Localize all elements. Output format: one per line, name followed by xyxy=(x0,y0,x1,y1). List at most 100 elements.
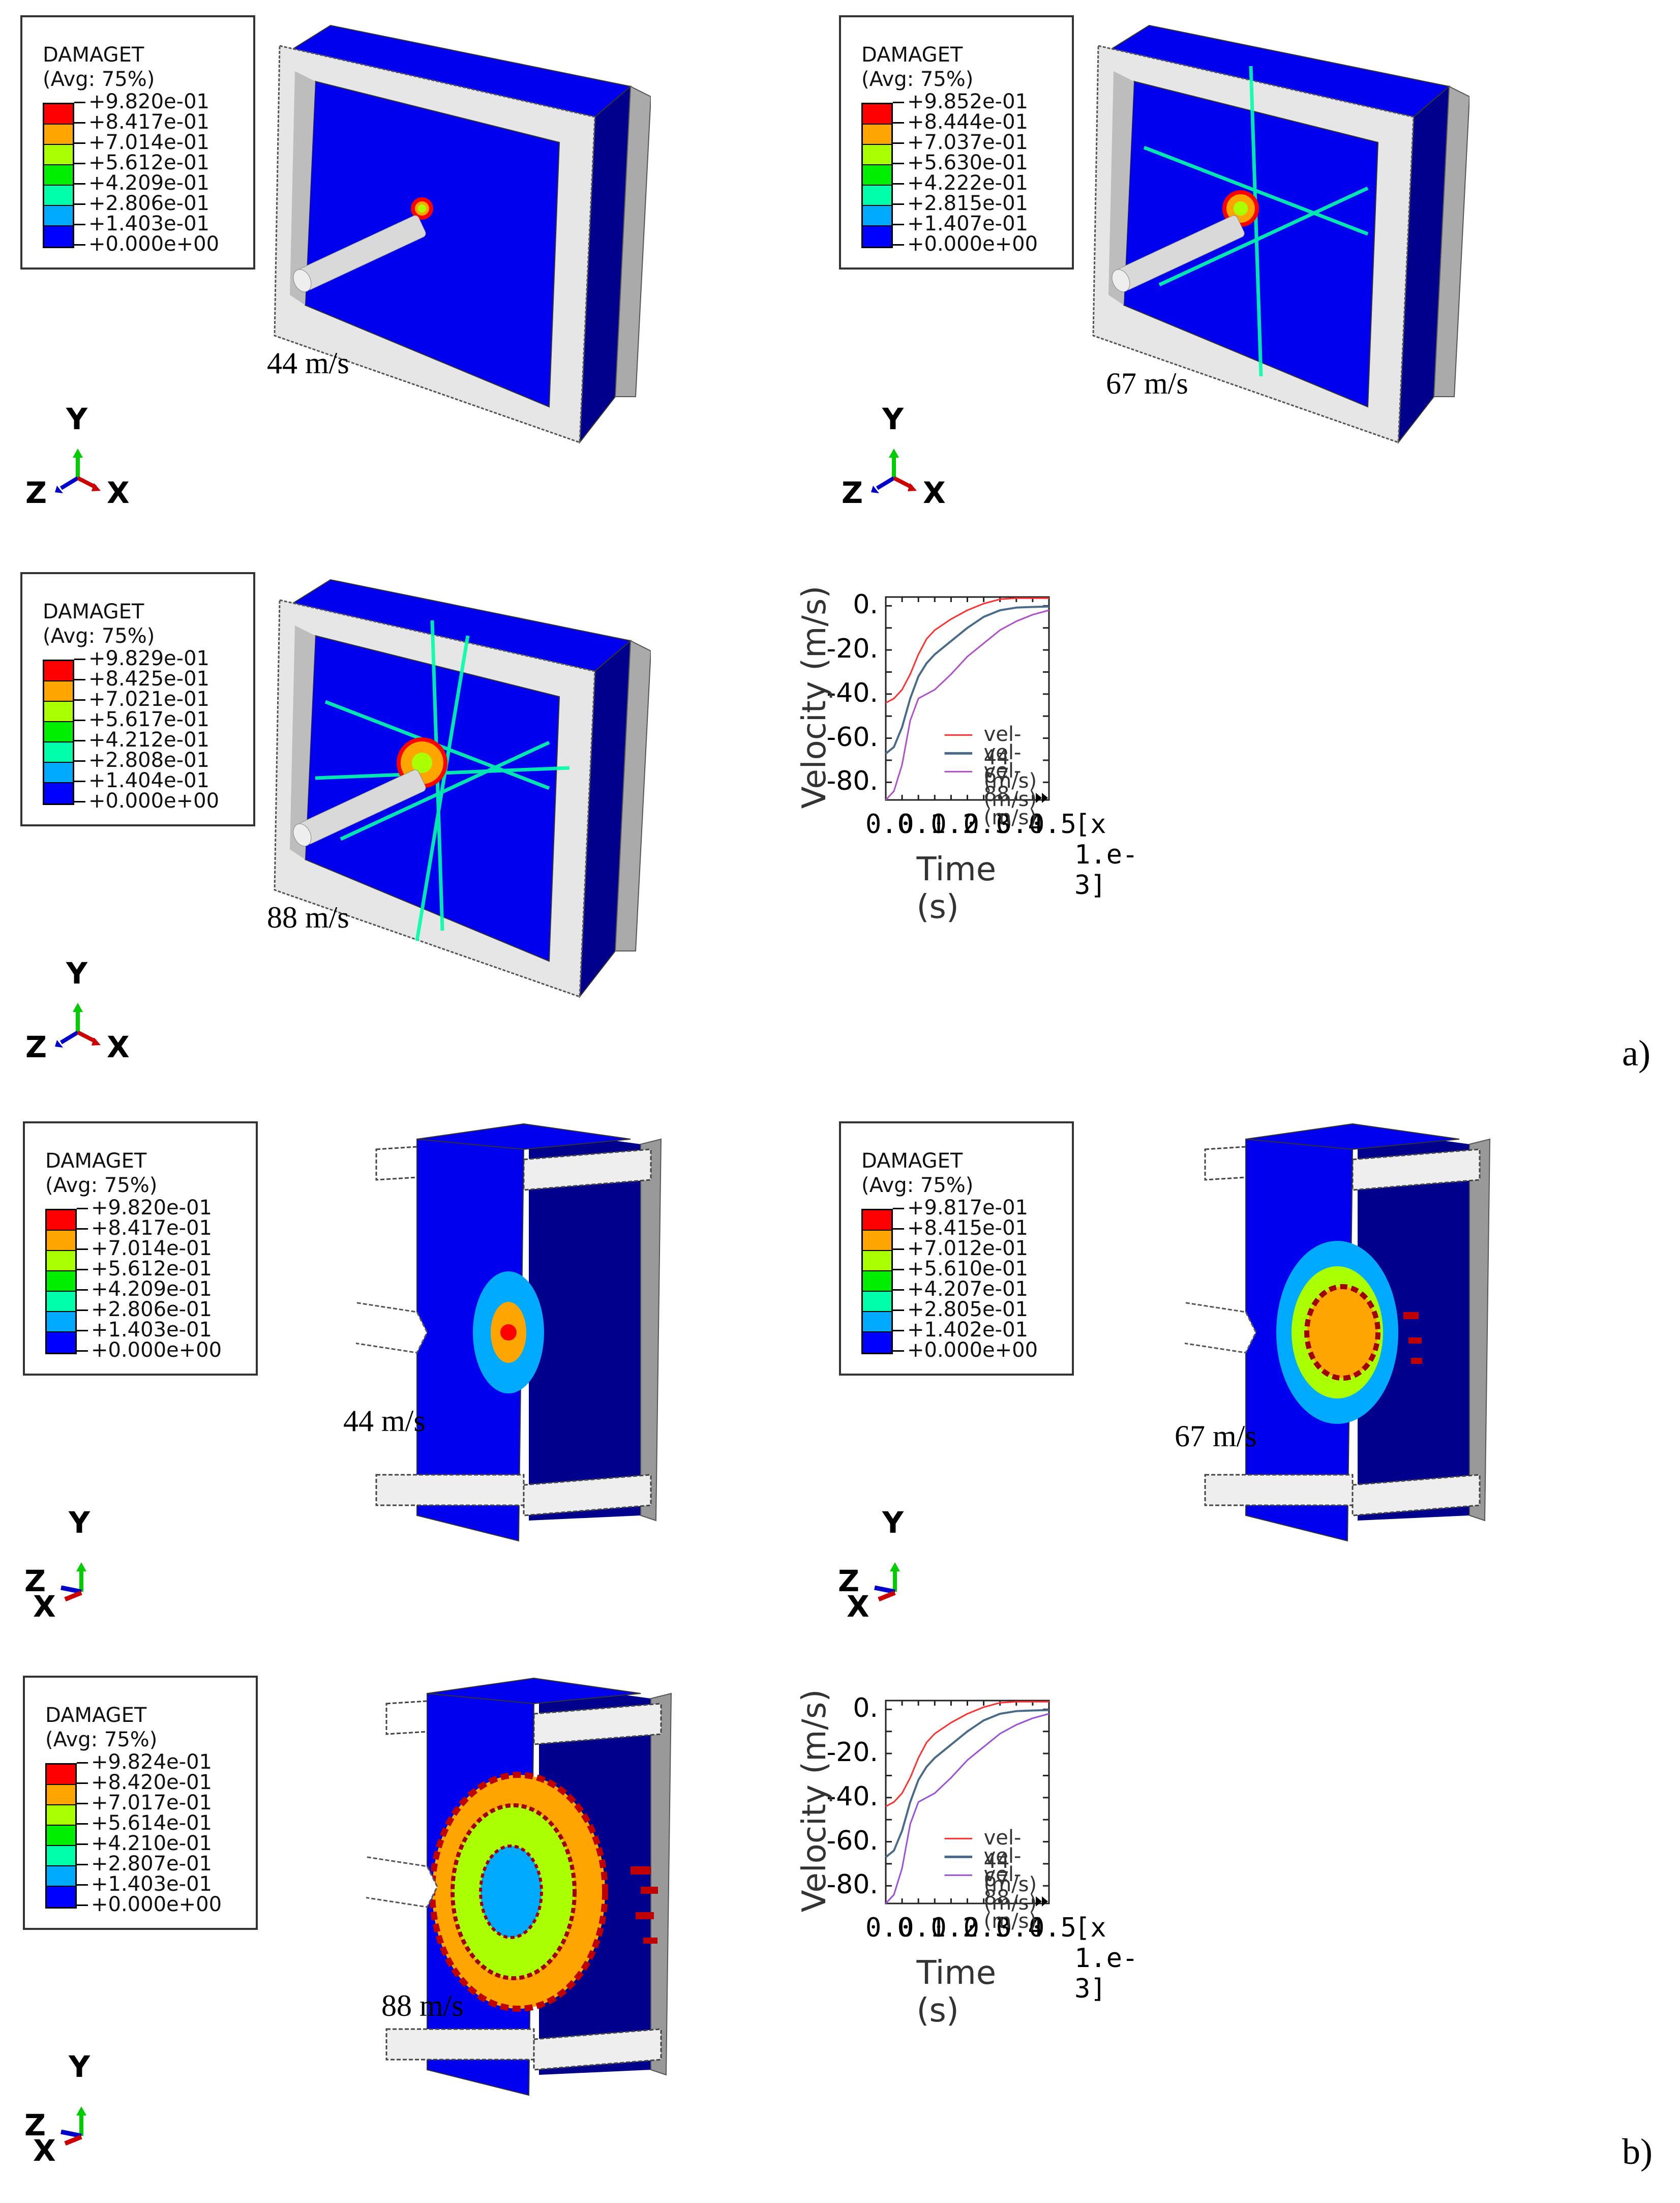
color-band xyxy=(47,1826,75,1846)
subfigure-label-b: b) xyxy=(1622,2131,1653,2172)
axis-triad: Y Z X xyxy=(826,402,958,519)
legend-tick xyxy=(74,699,85,701)
axis-label-z: Z xyxy=(838,1564,860,1598)
legend-value: +9.852e-01 xyxy=(907,90,1028,113)
color-band xyxy=(44,125,73,145)
legend-value: +0.000e+00 xyxy=(88,232,220,256)
color-band xyxy=(863,186,891,206)
legend-tick xyxy=(77,1884,88,1886)
legend-value: +4.207e-01 xyxy=(907,1277,1028,1301)
y-tick-label: -20. xyxy=(826,634,878,665)
legend-tick xyxy=(74,740,85,741)
x-tick-label: 0.4 xyxy=(996,809,1044,840)
legend-tick xyxy=(893,1309,904,1311)
legend-tick xyxy=(77,1269,88,1270)
axis-label-z: Z xyxy=(25,475,47,510)
legend-value: +8.415e-01 xyxy=(907,1216,1028,1240)
color-band xyxy=(863,1271,891,1292)
legend-value: +2.808e-01 xyxy=(88,749,209,772)
legend-value: +9.820e-01 xyxy=(88,90,209,113)
legend-tick xyxy=(74,781,85,782)
legend-value: +4.222e-01 xyxy=(907,171,1028,195)
legend-value: +1.404e-01 xyxy=(88,769,209,792)
legend-tick xyxy=(893,1330,904,1331)
axis-triad: Y Z X xyxy=(824,1505,956,1624)
x-tick-label: 0.5 xyxy=(1029,809,1076,840)
legend-tick xyxy=(74,224,85,225)
y-tick-label: 0. xyxy=(853,589,878,620)
color-band xyxy=(47,1866,75,1887)
color-scale-bar xyxy=(43,103,74,248)
legend-value: +0.000e+00 xyxy=(91,1338,222,1362)
legend-tick xyxy=(74,659,85,660)
legend-tick xyxy=(893,1289,904,1291)
legend-value: +7.021e-01 xyxy=(88,688,209,711)
legend-value: +7.017e-01 xyxy=(91,1791,212,1814)
legend-label: vel-67 (m/s) xyxy=(983,741,1037,812)
legend-value: +9.817e-01 xyxy=(907,1196,1028,1219)
color-scale-bar xyxy=(861,1209,893,1354)
series-line xyxy=(885,1709,1049,1858)
legend-tick xyxy=(893,1208,904,1209)
axis-arrows-icon xyxy=(871,449,917,493)
color-band xyxy=(44,165,73,186)
legend-value: +1.403e-01 xyxy=(91,1872,212,1896)
x-multiplier-label: [x 1.e-3] xyxy=(1074,809,1138,901)
legend-tick xyxy=(74,122,85,124)
color-band xyxy=(47,1805,75,1826)
axis-continue-icon xyxy=(1036,793,1042,803)
plot-area xyxy=(885,1700,1050,1907)
legend-value: +5.610e-01 xyxy=(907,1257,1028,1281)
impact-speed-label: 88 m/s xyxy=(381,1989,464,2022)
legend-tick xyxy=(77,1762,88,1764)
legend-tick xyxy=(77,1330,88,1331)
legend-tick xyxy=(77,1864,88,1865)
axis-label-z: Z xyxy=(24,2108,46,2142)
legend-tick xyxy=(74,203,85,205)
legend-value: +7.012e-01 xyxy=(907,1237,1028,1260)
axis-arrows-icon xyxy=(874,1562,900,1602)
axis-label-z: Z xyxy=(25,1030,47,1064)
axis-label-x: X xyxy=(33,1589,56,1624)
x-tick-label: 0.3 xyxy=(963,1913,1011,1943)
axis-triad: Y Z X xyxy=(10,402,142,519)
y-tick-label: -60. xyxy=(826,1825,878,1856)
legend-value: +9.820e-01 xyxy=(91,1196,212,1219)
legend-value: +2.806e-01 xyxy=(91,1298,212,1321)
color-band xyxy=(47,1251,75,1271)
fem-model-section xyxy=(350,1119,722,1558)
axis-label-z: Z xyxy=(24,1564,46,1598)
legend-value: +8.417e-01 xyxy=(91,1216,212,1240)
x-tick-label: 0.0 xyxy=(865,809,913,840)
legend-value: +2.805e-01 xyxy=(907,1298,1028,1321)
color-band xyxy=(863,1312,891,1332)
x-multiplier-label: [x 1.e-3] xyxy=(1074,1913,1138,2004)
color-band xyxy=(863,1210,891,1231)
legend-tick xyxy=(77,1208,88,1209)
legend-value: +0.000e+00 xyxy=(88,789,220,813)
color-band xyxy=(47,1785,75,1805)
legend-value: +1.402e-01 xyxy=(907,1318,1028,1342)
legend-tick xyxy=(77,1350,88,1352)
fem-model-isometric xyxy=(264,20,652,460)
impact-speed-label: 44 m/s xyxy=(267,346,349,380)
y-tick-label: -40. xyxy=(826,677,878,708)
legend-value: +2.807e-01 xyxy=(91,1852,212,1875)
axis-label-y: Y xyxy=(69,1505,90,1540)
legend-value: +7.037e-01 xyxy=(907,131,1028,154)
legend-tick xyxy=(893,102,904,103)
color-band xyxy=(44,742,73,763)
color-band xyxy=(863,145,891,165)
legend-label: vel-44 (m/s) xyxy=(983,1826,1037,1897)
legend-variable: DAMAGET xyxy=(43,43,144,67)
series-line xyxy=(885,1701,1049,1807)
fem-model-isometric xyxy=(264,575,652,1014)
axis-label-x: X xyxy=(107,475,130,510)
legend-value: +0.000e+00 xyxy=(907,1338,1038,1362)
axis-arrows-icon xyxy=(61,1562,86,1602)
y-tick-label: -80. xyxy=(826,1869,878,1900)
legend-value: +5.630e-01 xyxy=(907,151,1028,174)
legend-averaging: (Avg: 75%) xyxy=(43,68,155,91)
damage-legend: DAMAGET (Avg: 75%) +9.852e-01 +8.444e-01 +7.… xyxy=(839,15,1074,270)
axis-triad: Y Z X xyxy=(10,2049,142,2168)
